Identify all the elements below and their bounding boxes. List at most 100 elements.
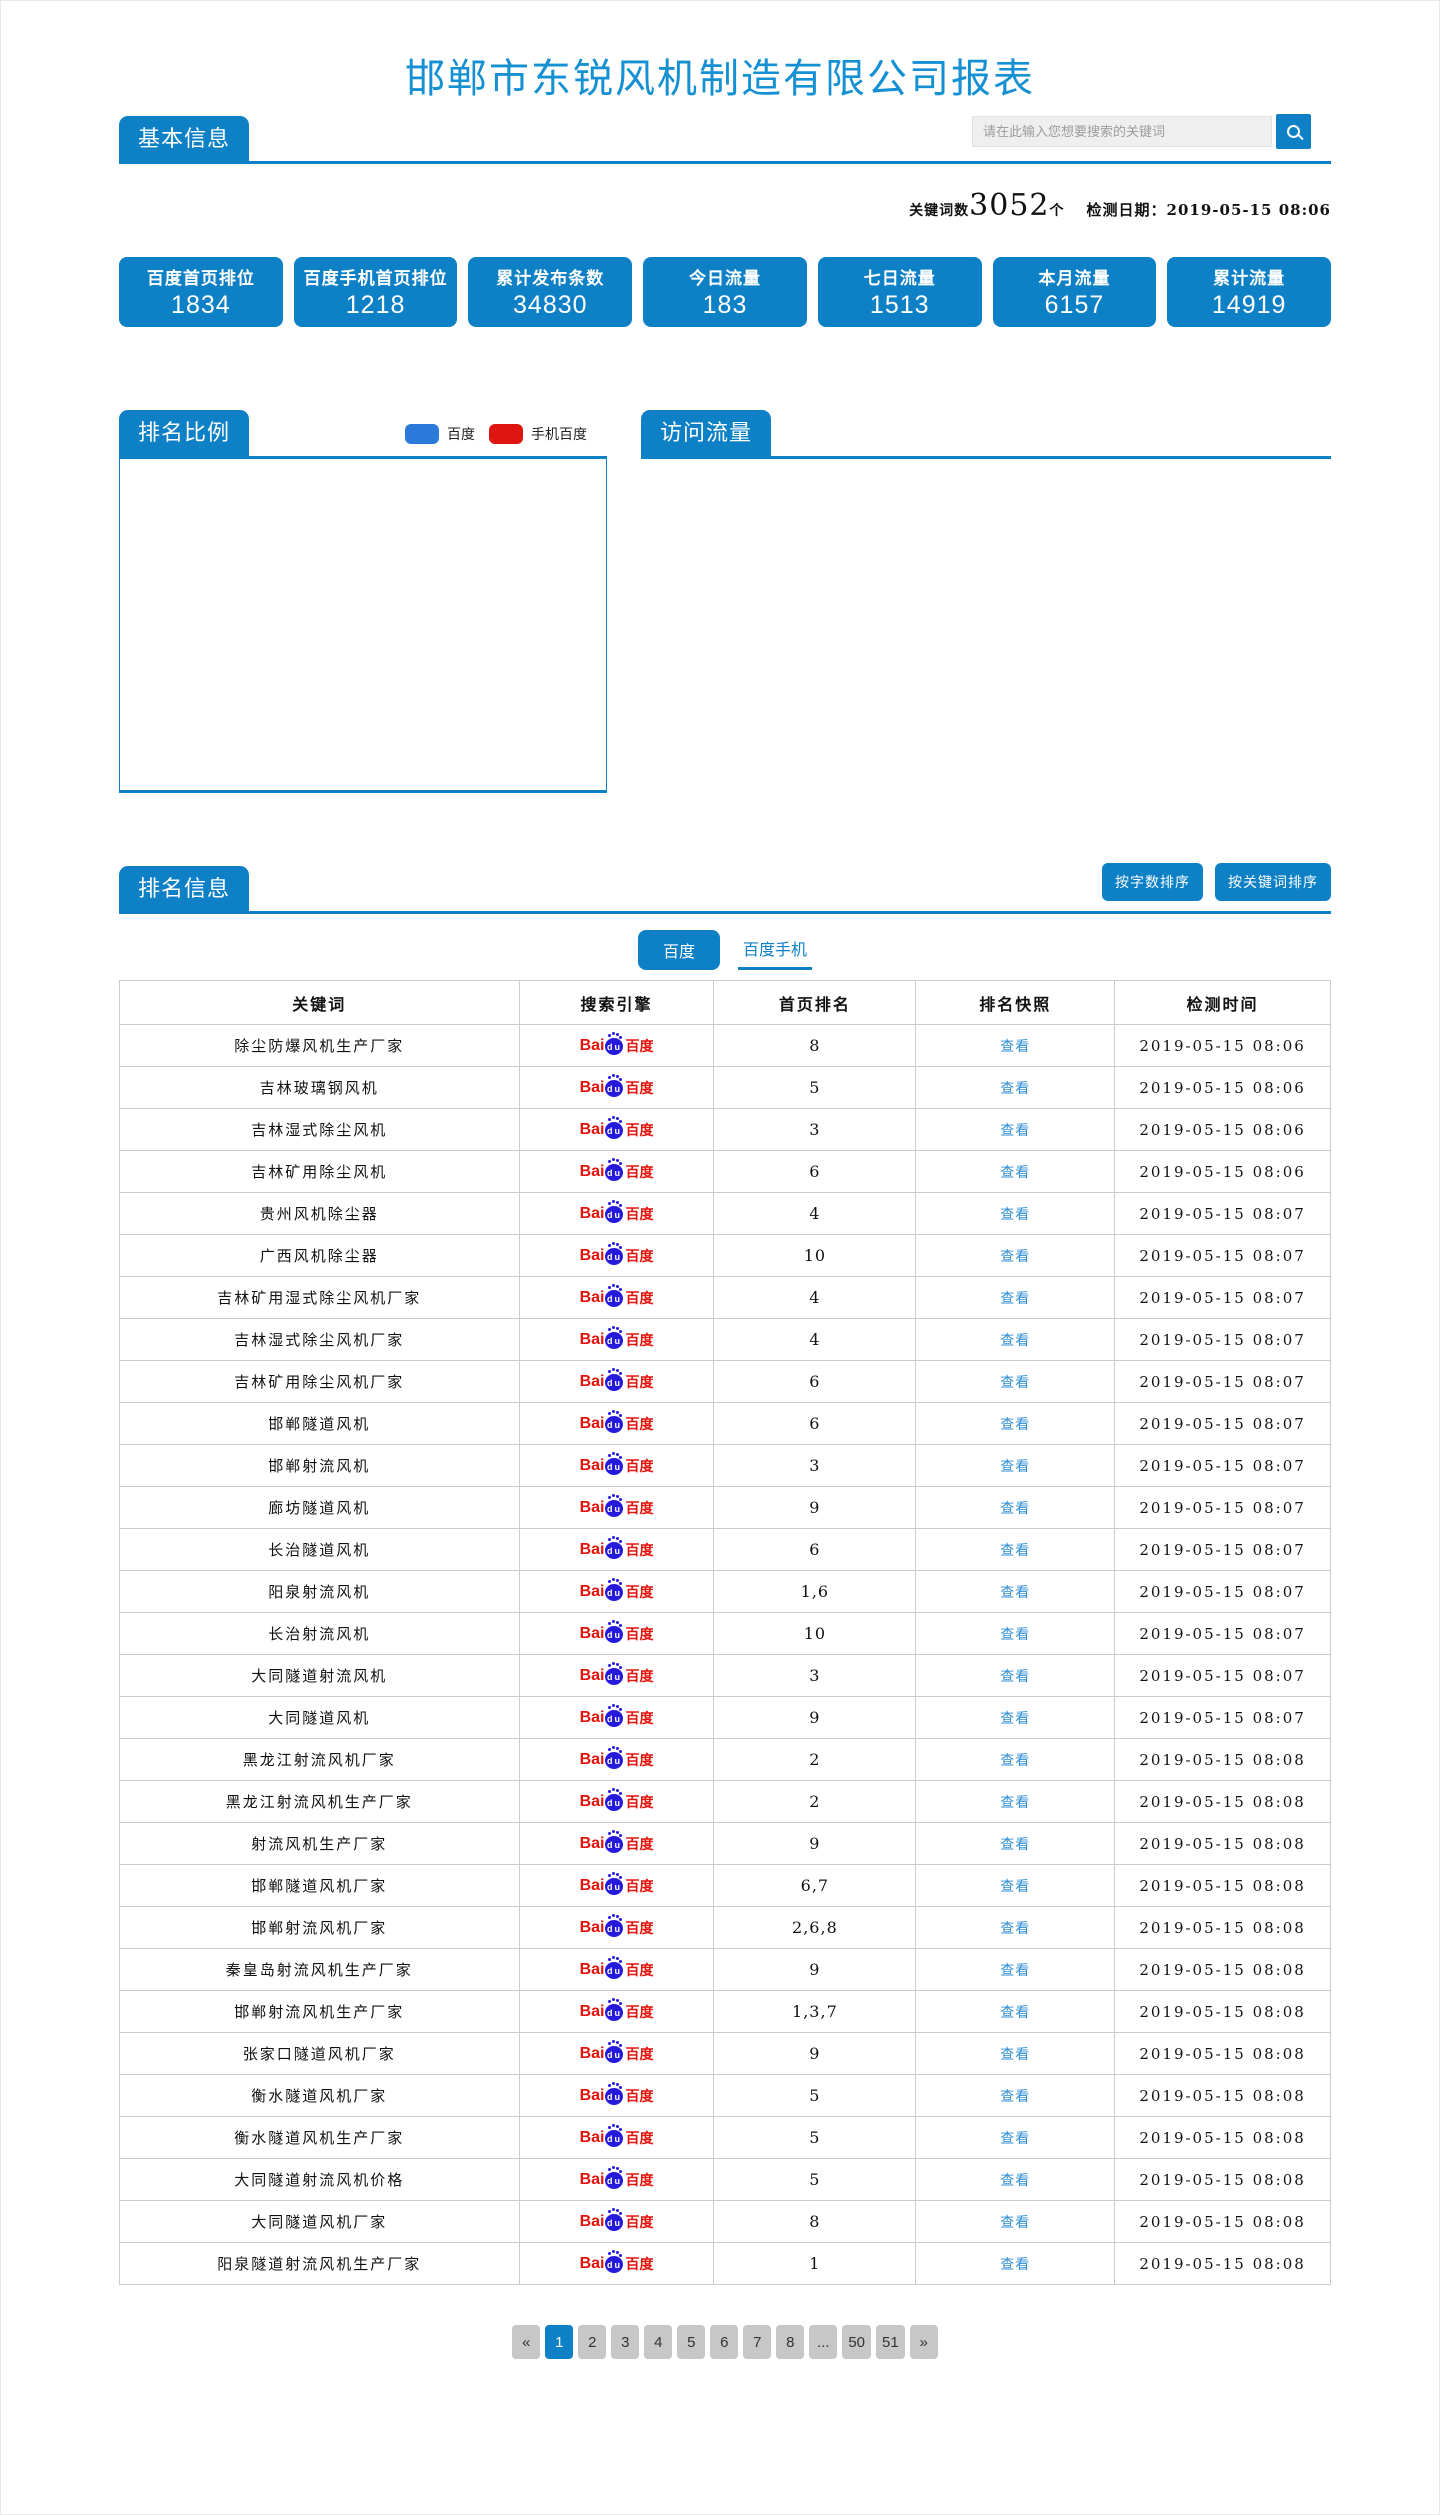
- view-snapshot-link[interactable]: 查看: [1000, 1668, 1031, 1685]
- search-input[interactable]: [972, 116, 1272, 148]
- cell-homepage-rank: 9: [713, 1486, 917, 1530]
- sort-by-keyword-button[interactable]: 按关键词排序: [1215, 863, 1331, 902]
- ranking-table: 关键词 搜索引擎 首页排名 排名快照 检测时间 除尘防爆风机生产厂家 Bai du 百…: [119, 980, 1331, 2286]
- cell-homepage-rank: 5: [713, 2116, 917, 2160]
- view-snapshot-link[interactable]: 查看: [1000, 1164, 1031, 1181]
- baidu-logo-icon: Bai du 百度: [579, 1622, 654, 1644]
- cell-check-time: 2019-05-15 08:07: [1114, 1612, 1331, 1656]
- table-row: 邯郸射流风机生产厂家 Bai du 百度 1,3,7 查看 2019-05-15 08:08: [119, 1990, 1331, 2034]
- table-row: 吉林湿式除尘风机 Bai du 百度 3 查看 2019-05-15 08:06: [119, 1108, 1331, 1152]
- view-snapshot-link[interactable]: 查看: [1000, 2214, 1031, 2231]
- cell-check-time: 2019-05-15 08:07: [1114, 1654, 1331, 1698]
- table-row: 贵州风机除尘器 Bai du 百度 4 查看 2019-05-15 08:07: [119, 1192, 1331, 1236]
- tab-visit-traffic[interactable]: 访问流量: [641, 410, 772, 456]
- view-snapshot-link[interactable]: 查看: [1000, 1122, 1031, 1139]
- view-snapshot-link[interactable]: 查看: [1000, 1332, 1031, 1349]
- cell-check-time: 2019-05-15 08:08: [1114, 2242, 1331, 2286]
- sort-by-wordcount-button[interactable]: 按字数排序: [1102, 863, 1203, 902]
- view-snapshot-link[interactable]: 查看: [1000, 1500, 1031, 1517]
- view-snapshot-link[interactable]: 查看: [1000, 2256, 1031, 2273]
- cell-search-engine: Bai du 百度: [518, 1234, 715, 1278]
- pagination-page-button[interactable]: 3: [611, 2325, 640, 2360]
- tab-basic-info[interactable]: 基本信息: [119, 116, 250, 162]
- tab-baidu-mobile[interactable]: 百度手机: [738, 930, 813, 971]
- view-snapshot-link[interactable]: 查看: [1000, 1878, 1031, 1895]
- pagination-page-button[interactable]: 51: [876, 2325, 905, 2360]
- table-row: 广西风机除尘器 Bai du 百度 10 查看 2019-05-15 08:07: [119, 1234, 1331, 1278]
- view-snapshot-link[interactable]: 查看: [1000, 2004, 1031, 2021]
- baidu-logo-icon: Bai du 百度: [579, 1916, 654, 1938]
- table-row: 大同隧道射流风机 Bai du 百度 3 查看 2019-05-15 08:07: [119, 1654, 1331, 1698]
- baidu-logo-icon: Bai du 百度: [579, 2210, 654, 2232]
- baidu-logo-icon: Bai du 百度: [579, 2168, 654, 2190]
- cell-keyword: 长治隧道风机: [119, 1528, 520, 1572]
- tab-ranking-ratio[interactable]: 排名比例: [119, 410, 250, 456]
- cell-homepage-rank: 2: [713, 1738, 917, 1782]
- table-row: 邯郸射流风机厂家 Bai du 百度 2,6,8 查看 2019-05-15 08:08: [119, 1906, 1331, 1950]
- cell-check-time: 2019-05-15 08:08: [1114, 1822, 1331, 1866]
- cell-keyword: 黑龙江射流风机生产厂家: [119, 1780, 520, 1824]
- cell-keyword: 张家口隧道风机厂家: [119, 2032, 520, 2076]
- cell-keyword: 黑龙江射流风机厂家: [119, 1738, 520, 1782]
- baidu-logo-icon: Bai du 百度: [579, 1496, 654, 1518]
- pagination-page-button[interactable]: 50: [842, 2325, 871, 2360]
- view-snapshot-link[interactable]: 查看: [1000, 2088, 1031, 2105]
- pagination-page-button[interactable]: 2: [578, 2325, 607, 2360]
- stat-label: 累计流量: [1213, 269, 1286, 289]
- view-snapshot-link[interactable]: 查看: [1000, 1626, 1031, 1643]
- search-button[interactable]: [1276, 114, 1311, 150]
- baidu-logo-icon: Bai du 百度: [579, 1118, 654, 1140]
- cell-homepage-rank: 1,3,7: [713, 1990, 917, 2034]
- cell-search-engine: Bai du 百度: [518, 2200, 715, 2244]
- pagination-page-button[interactable]: 8: [776, 2325, 805, 2360]
- cell-check-time: 2019-05-15 08:06: [1114, 1024, 1331, 1068]
- cell-check-time: 2019-05-15 08:07: [1114, 1234, 1331, 1278]
- view-snapshot-link[interactable]: 查看: [1000, 1416, 1031, 1433]
- view-snapshot-link[interactable]: 查看: [1000, 2130, 1031, 2147]
- view-snapshot-link[interactable]: 查看: [1000, 1206, 1031, 1223]
- view-snapshot-link[interactable]: 查看: [1000, 1080, 1031, 1097]
- pagination-page-button[interactable]: 6: [710, 2325, 739, 2360]
- view-snapshot-link[interactable]: 查看: [1000, 2046, 1031, 2063]
- table-row: 衡水隧道风机厂家 Bai du 百度 5 查看 2019-05-15 08:08: [119, 2074, 1331, 2118]
- pagination-page-button[interactable]: 7: [743, 2325, 772, 2360]
- baidu-logo-icon: Bai du 百度: [579, 1790, 654, 1812]
- legend-label: 手机百度: [531, 425, 587, 442]
- view-snapshot-link[interactable]: 查看: [1000, 1290, 1031, 1307]
- pagination-page-button[interactable]: ...: [809, 2325, 838, 2360]
- cell-search-engine: Bai du 百度: [518, 1066, 715, 1110]
- pagination-page-button[interactable]: 1: [545, 2325, 574, 2360]
- view-snapshot-link[interactable]: 查看: [1000, 1038, 1031, 1055]
- cell-search-engine: Bai du 百度: [518, 1780, 715, 1824]
- view-snapshot-link[interactable]: 查看: [1000, 1374, 1031, 1391]
- header-homepage-rank: 首页排名: [713, 980, 917, 1026]
- cell-search-engine: Bai du 百度: [518, 1696, 715, 1740]
- baidu-logo-icon: Bai du 百度: [579, 1958, 654, 1980]
- view-snapshot-link[interactable]: 查看: [1000, 2172, 1031, 2189]
- cell-keyword: 邯郸射流风机厂家: [119, 1906, 520, 1950]
- stats-row: 百度首页排位 1834 百度手机首页排位 1218 累计发布条数 34830 今日流量 183…: [119, 257, 1332, 328]
- cell-search-engine: Bai du 百度: [518, 1528, 715, 1572]
- view-snapshot-link[interactable]: 查看: [1000, 1248, 1031, 1265]
- view-snapshot-link[interactable]: 查看: [1000, 1836, 1031, 1853]
- pagination-next-button[interactable]: »: [909, 2325, 938, 2360]
- view-snapshot-link[interactable]: 查看: [1000, 1542, 1031, 1559]
- stat-value: 183: [702, 291, 748, 320]
- tab-ranking-info[interactable]: 排名信息: [119, 865, 250, 912]
- tab-baidu[interactable]: 百度: [637, 930, 720, 971]
- view-snapshot-link[interactable]: 查看: [1000, 1962, 1031, 1979]
- legend-label: 百度: [447, 425, 475, 442]
- view-snapshot-link[interactable]: 查看: [1000, 1710, 1031, 1727]
- baidu-logo-icon: Bai du 百度: [579, 1328, 654, 1350]
- view-snapshot-link[interactable]: 查看: [1000, 1458, 1031, 1475]
- pagination-prev-button[interactable]: «: [512, 2325, 541, 2360]
- view-snapshot-link[interactable]: 查看: [1000, 1920, 1031, 1937]
- cell-keyword: 衡水隧道风机厂家: [119, 2074, 520, 2118]
- pagination-page-button[interactable]: 4: [644, 2325, 673, 2360]
- view-snapshot-link[interactable]: 查看: [1000, 1794, 1031, 1811]
- table-row: 阳泉射流风机 Bai du 百度 1,6 查看 2019-05-15 08:07: [119, 1570, 1331, 1614]
- view-snapshot-link[interactable]: 查看: [1000, 1584, 1031, 1601]
- view-snapshot-link[interactable]: 查看: [1000, 1752, 1031, 1769]
- cell-search-engine: Bai du 百度: [518, 1990, 715, 2034]
- pagination-page-button[interactable]: 5: [677, 2325, 706, 2360]
